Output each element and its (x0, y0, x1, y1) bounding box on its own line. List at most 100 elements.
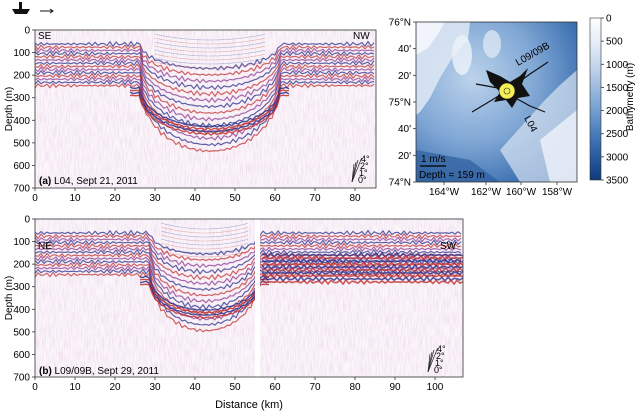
panel-a-y-tick-label: 200 (13, 71, 30, 82)
panel-b-x-tick-label: 80 (349, 382, 361, 393)
reflector (261, 257, 463, 264)
colorbar-bar (589, 17, 602, 181)
reflector (153, 53, 266, 61)
panel-b-y-tick-label: 100 (13, 237, 30, 248)
reflector (160, 222, 249, 230)
reflector (35, 268, 462, 326)
panel-b-x-tick-label: 20 (109, 382, 121, 393)
panel-b-y-tick-label: 300 (13, 282, 30, 293)
map-ridge-2 (483, 30, 501, 58)
reflector (261, 264, 463, 270)
reflector (160, 238, 249, 246)
map-lon-label: 158°W (542, 187, 573, 198)
panel-a-x-tick-label: 80 (349, 193, 361, 204)
panel-b-y-tick-label: 200 (13, 260, 30, 271)
panel-b-x-tick-label: 90 (389, 382, 401, 393)
map-ridge-1 (452, 35, 472, 75)
reflector (35, 60, 375, 109)
panel-b-angle-line (427, 347, 438, 373)
map-lat-label: 20' (398, 71, 411, 82)
map-lon-label: 162°W (471, 187, 502, 198)
panel-b-x-tick-label: 70 (309, 382, 321, 393)
panel-a-y-tick-label: 400 (13, 116, 30, 127)
reflector (261, 279, 463, 285)
panel-a-ylabel: Depth (m) (4, 87, 15, 131)
panel-b-angle-label: 1° (435, 358, 444, 368)
panel-b-data-gap (255, 219, 260, 377)
panel-a-y-tick-label: 100 (13, 48, 30, 59)
panel-b-angle-label: 4° (437, 344, 446, 354)
panel-a-x-axis: 0 10 20 30 40 50 60 70 80 (32, 188, 361, 204)
panel-a-x-tick-label: 70 (309, 193, 321, 204)
colorbar-tick-label: 1000 (606, 60, 629, 71)
map-lat-label: 75°N (389, 98, 411, 109)
map-lon-axis: 164°W 162°W 160°W 158°W (429, 182, 573, 198)
colorbar-tick-label: 1500 (606, 83, 629, 94)
panel-a-angle-label: 2° (360, 161, 369, 171)
panel-b-ylabel: Depth (m) (4, 276, 15, 320)
reflector (129, 89, 290, 131)
panel-a-y-tick-label: 600 (13, 161, 30, 172)
panel-b-angle-key: 4°2°1°0° (427, 344, 446, 375)
panel-a-y-axis: 0 100 200 300 400 500 600 700 (13, 26, 35, 195)
map-shelf-east (540, 110, 577, 182)
panel-b-x-tick-label: 40 (189, 382, 201, 393)
panel-b-y-tick-label: 500 (13, 327, 30, 338)
reflector (35, 50, 375, 91)
reflector (153, 57, 266, 65)
panel-b-x-tick-label: 0 (32, 382, 38, 393)
panel-a-x-tick-label: 40 (189, 193, 201, 204)
panel-b-y-axis: 0 100 200 300 400 500 600 700 (13, 215, 35, 384)
reflector (160, 250, 249, 258)
reflector (129, 86, 290, 128)
bathymetry-colorbar: 0 500 1000 1500 2000 2500 3000 3500 Bathymetry … (589, 14, 636, 187)
map-lat-label: 20' (398, 151, 411, 162)
colorbar-tick-label: 2500 (606, 129, 629, 140)
reflector (35, 261, 462, 316)
panel-b-xlabel: Distance (km) (215, 399, 283, 411)
panel-a-angle-line (351, 163, 355, 183)
map-lat-axis: 76°N 40' 20' 75°N 40' 20' 74°N (389, 18, 416, 189)
panel-b-x-tick-label: 30 (149, 382, 161, 393)
panel-a-angle-label: 1° (359, 168, 368, 178)
map-lon-label: 164°W (429, 187, 460, 198)
reflector (35, 242, 462, 281)
panel-a-angle-line (351, 157, 362, 183)
panel-a-angle-label: 0° (358, 175, 367, 185)
reflector (35, 82, 375, 153)
panel-a-y-tick-label: 700 (13, 184, 30, 195)
reflector (35, 249, 462, 292)
panel-b-x-tick-label: 50 (229, 382, 241, 393)
reflector (35, 69, 375, 129)
panel-a-x-tick-label: 50 (229, 193, 241, 204)
reflector (160, 234, 249, 242)
reflector (153, 61, 266, 69)
panel-b-reflectors (35, 222, 463, 333)
reflector (139, 283, 270, 320)
panel-b-caption: (b) L09/09B, Sept 29, 2011 (39, 366, 159, 377)
map-lat-label: 40' (398, 124, 411, 135)
reflector (153, 37, 266, 45)
map-panel: L09/09B L04 1 m/s Depth = 159 m 76°N40'2… (389, 18, 578, 198)
colorbar-ticks: 0 500 1000 1500 2000 2500 3000 3500 (601, 14, 629, 187)
panel-a-angle-key: 4°2°1°0° (351, 154, 370, 185)
reflector (35, 44, 375, 77)
panel-a-x-tick-label: 30 (149, 193, 161, 204)
reflector (139, 278, 270, 315)
panel-b-y-tick-label: 400 (13, 305, 30, 316)
reflector (35, 239, 462, 275)
panel-a-x-tick-label: 0 (32, 193, 38, 204)
map-lon-label: 160°W (506, 187, 537, 198)
panel-b-dir-left: NE (38, 241, 52, 252)
panel-b-angle-label: 0° (434, 365, 443, 375)
panel-a-y-tick-label: 300 (13, 93, 30, 104)
panel-a-frame (34, 29, 377, 189)
panel-a-dir-right: NW (353, 31, 370, 42)
panel-a: SE NW (a) L04, Sept 21, 2011 4°2°1°0° 0 1… (4, 26, 377, 204)
reflector (160, 230, 249, 238)
panel-b-y-tick-label: 700 (13, 373, 30, 384)
panel-b-x-tick-label: 10 (69, 382, 81, 393)
panel-b: NE SW (b) L09/09B, Sept 29, 2011 4°2°1°0… (4, 215, 464, 411)
colorbar-tick-label: 2000 (606, 106, 629, 117)
panel-b-x-axis: 0 10 20 30 40 50 60 70 80 90 100 (32, 377, 444, 393)
